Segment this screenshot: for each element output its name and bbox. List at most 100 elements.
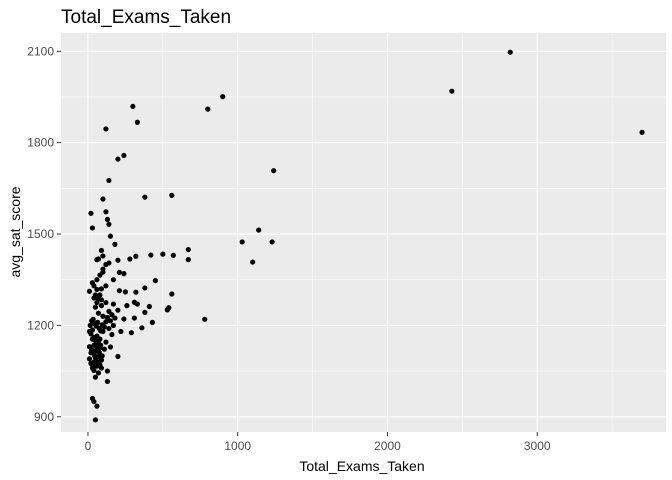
- data-point: [115, 257, 121, 263]
- data-point: [112, 315, 118, 321]
- data-point: [116, 288, 123, 294]
- data-point: [148, 252, 154, 258]
- data-point: [97, 336, 103, 342]
- data-point: [98, 247, 105, 254]
- data-point: [107, 233, 114, 239]
- data-point: [104, 314, 111, 321]
- data-point: [170, 252, 176, 258]
- data-point: [97, 292, 103, 298]
- data-point: [100, 269, 106, 275]
- data-points: [86, 49, 645, 423]
- y-tick-label: 1500: [27, 227, 54, 241]
- data-point: [110, 277, 117, 283]
- data-point: [100, 328, 106, 335]
- data-point: [271, 168, 277, 174]
- x-axis: 0 1000 2000 3000: [85, 432, 551, 453]
- data-point: [98, 342, 104, 348]
- data-point: [169, 291, 175, 297]
- data-point: [185, 246, 191, 253]
- data-point: [98, 286, 105, 292]
- x-tick-label: 0: [85, 439, 92, 453]
- data-point: [104, 378, 111, 385]
- x-tick-label: 2000: [374, 439, 401, 453]
- data-point: [133, 253, 139, 259]
- data-point: [139, 325, 145, 331]
- data-point: [88, 331, 94, 337]
- data-point: [100, 313, 106, 319]
- data-point: [250, 259, 256, 265]
- data-point: [110, 322, 117, 328]
- data-point: [87, 322, 93, 328]
- y-axis-title: avg_sat_score: [7, 186, 23, 277]
- data-point: [91, 398, 97, 405]
- data-point: [103, 319, 109, 325]
- data-point: [220, 94, 226, 100]
- data-point: [92, 304, 99, 310]
- data-point: [91, 283, 97, 289]
- data-point: [98, 302, 105, 309]
- data-point: [103, 283, 109, 289]
- data-point: [142, 285, 148, 291]
- data-point: [121, 316, 127, 322]
- data-point: [121, 271, 127, 277]
- data-point: [104, 216, 111, 223]
- y-tick-label: 1800: [27, 136, 54, 150]
- data-point: [149, 319, 155, 325]
- data-point: [269, 239, 275, 245]
- data-point: [128, 330, 134, 336]
- data-point: [109, 331, 115, 338]
- data-point: [152, 278, 158, 284]
- data-point: [449, 88, 455, 94]
- data-point: [103, 261, 109, 268]
- data-point: [94, 403, 100, 409]
- data-point: [115, 307, 121, 313]
- chart-title: Total_Exams_Taken: [61, 7, 231, 28]
- data-point: [92, 417, 99, 423]
- data-point: [106, 325, 112, 332]
- data-point: [160, 251, 166, 257]
- data-point: [92, 374, 99, 380]
- data-point: [107, 318, 114, 324]
- data-point: [110, 301, 117, 307]
- data-point: [94, 299, 100, 306]
- data-point: [106, 177, 112, 184]
- data-point: [103, 339, 109, 345]
- data-point: [115, 353, 121, 360]
- x-tick-label: 1000: [224, 439, 251, 453]
- data-point: [91, 359, 97, 365]
- x-tick-label: 3000: [524, 439, 551, 453]
- data-point: [89, 365, 96, 371]
- major-gridlines: [61, 33, 666, 432]
- data-point: [94, 257, 100, 263]
- data-point: [95, 370, 102, 376]
- data-point: [131, 315, 137, 321]
- data-point: [507, 49, 513, 55]
- data-point: [121, 152, 127, 159]
- data-point: [118, 328, 124, 335]
- data-point: [95, 319, 101, 325]
- data-point: [130, 103, 136, 110]
- data-point: [88, 210, 94, 216]
- data-point: [116, 269, 123, 275]
- data-point: [90, 316, 96, 322]
- data-point: [106, 308, 112, 314]
- minor-gridlines: [61, 33, 666, 432]
- data-point: [89, 225, 96, 231]
- data-point: [142, 309, 148, 315]
- x-axis-title: Total_Exams_Taken: [299, 458, 424, 474]
- data-point: [106, 221, 112, 227]
- data-point: [100, 253, 106, 259]
- data-point: [109, 312, 115, 318]
- data-point: [95, 353, 102, 360]
- data-point: [107, 344, 114, 350]
- data-point: [89, 327, 96, 333]
- data-point: [103, 209, 109, 215]
- data-point: [94, 345, 100, 351]
- data-point: [86, 288, 93, 294]
- data-point: [91, 295, 97, 301]
- data-point: [95, 310, 102, 316]
- data-point: [185, 257, 191, 263]
- y-tick-label: 2100: [27, 44, 54, 58]
- data-point: [146, 303, 152, 310]
